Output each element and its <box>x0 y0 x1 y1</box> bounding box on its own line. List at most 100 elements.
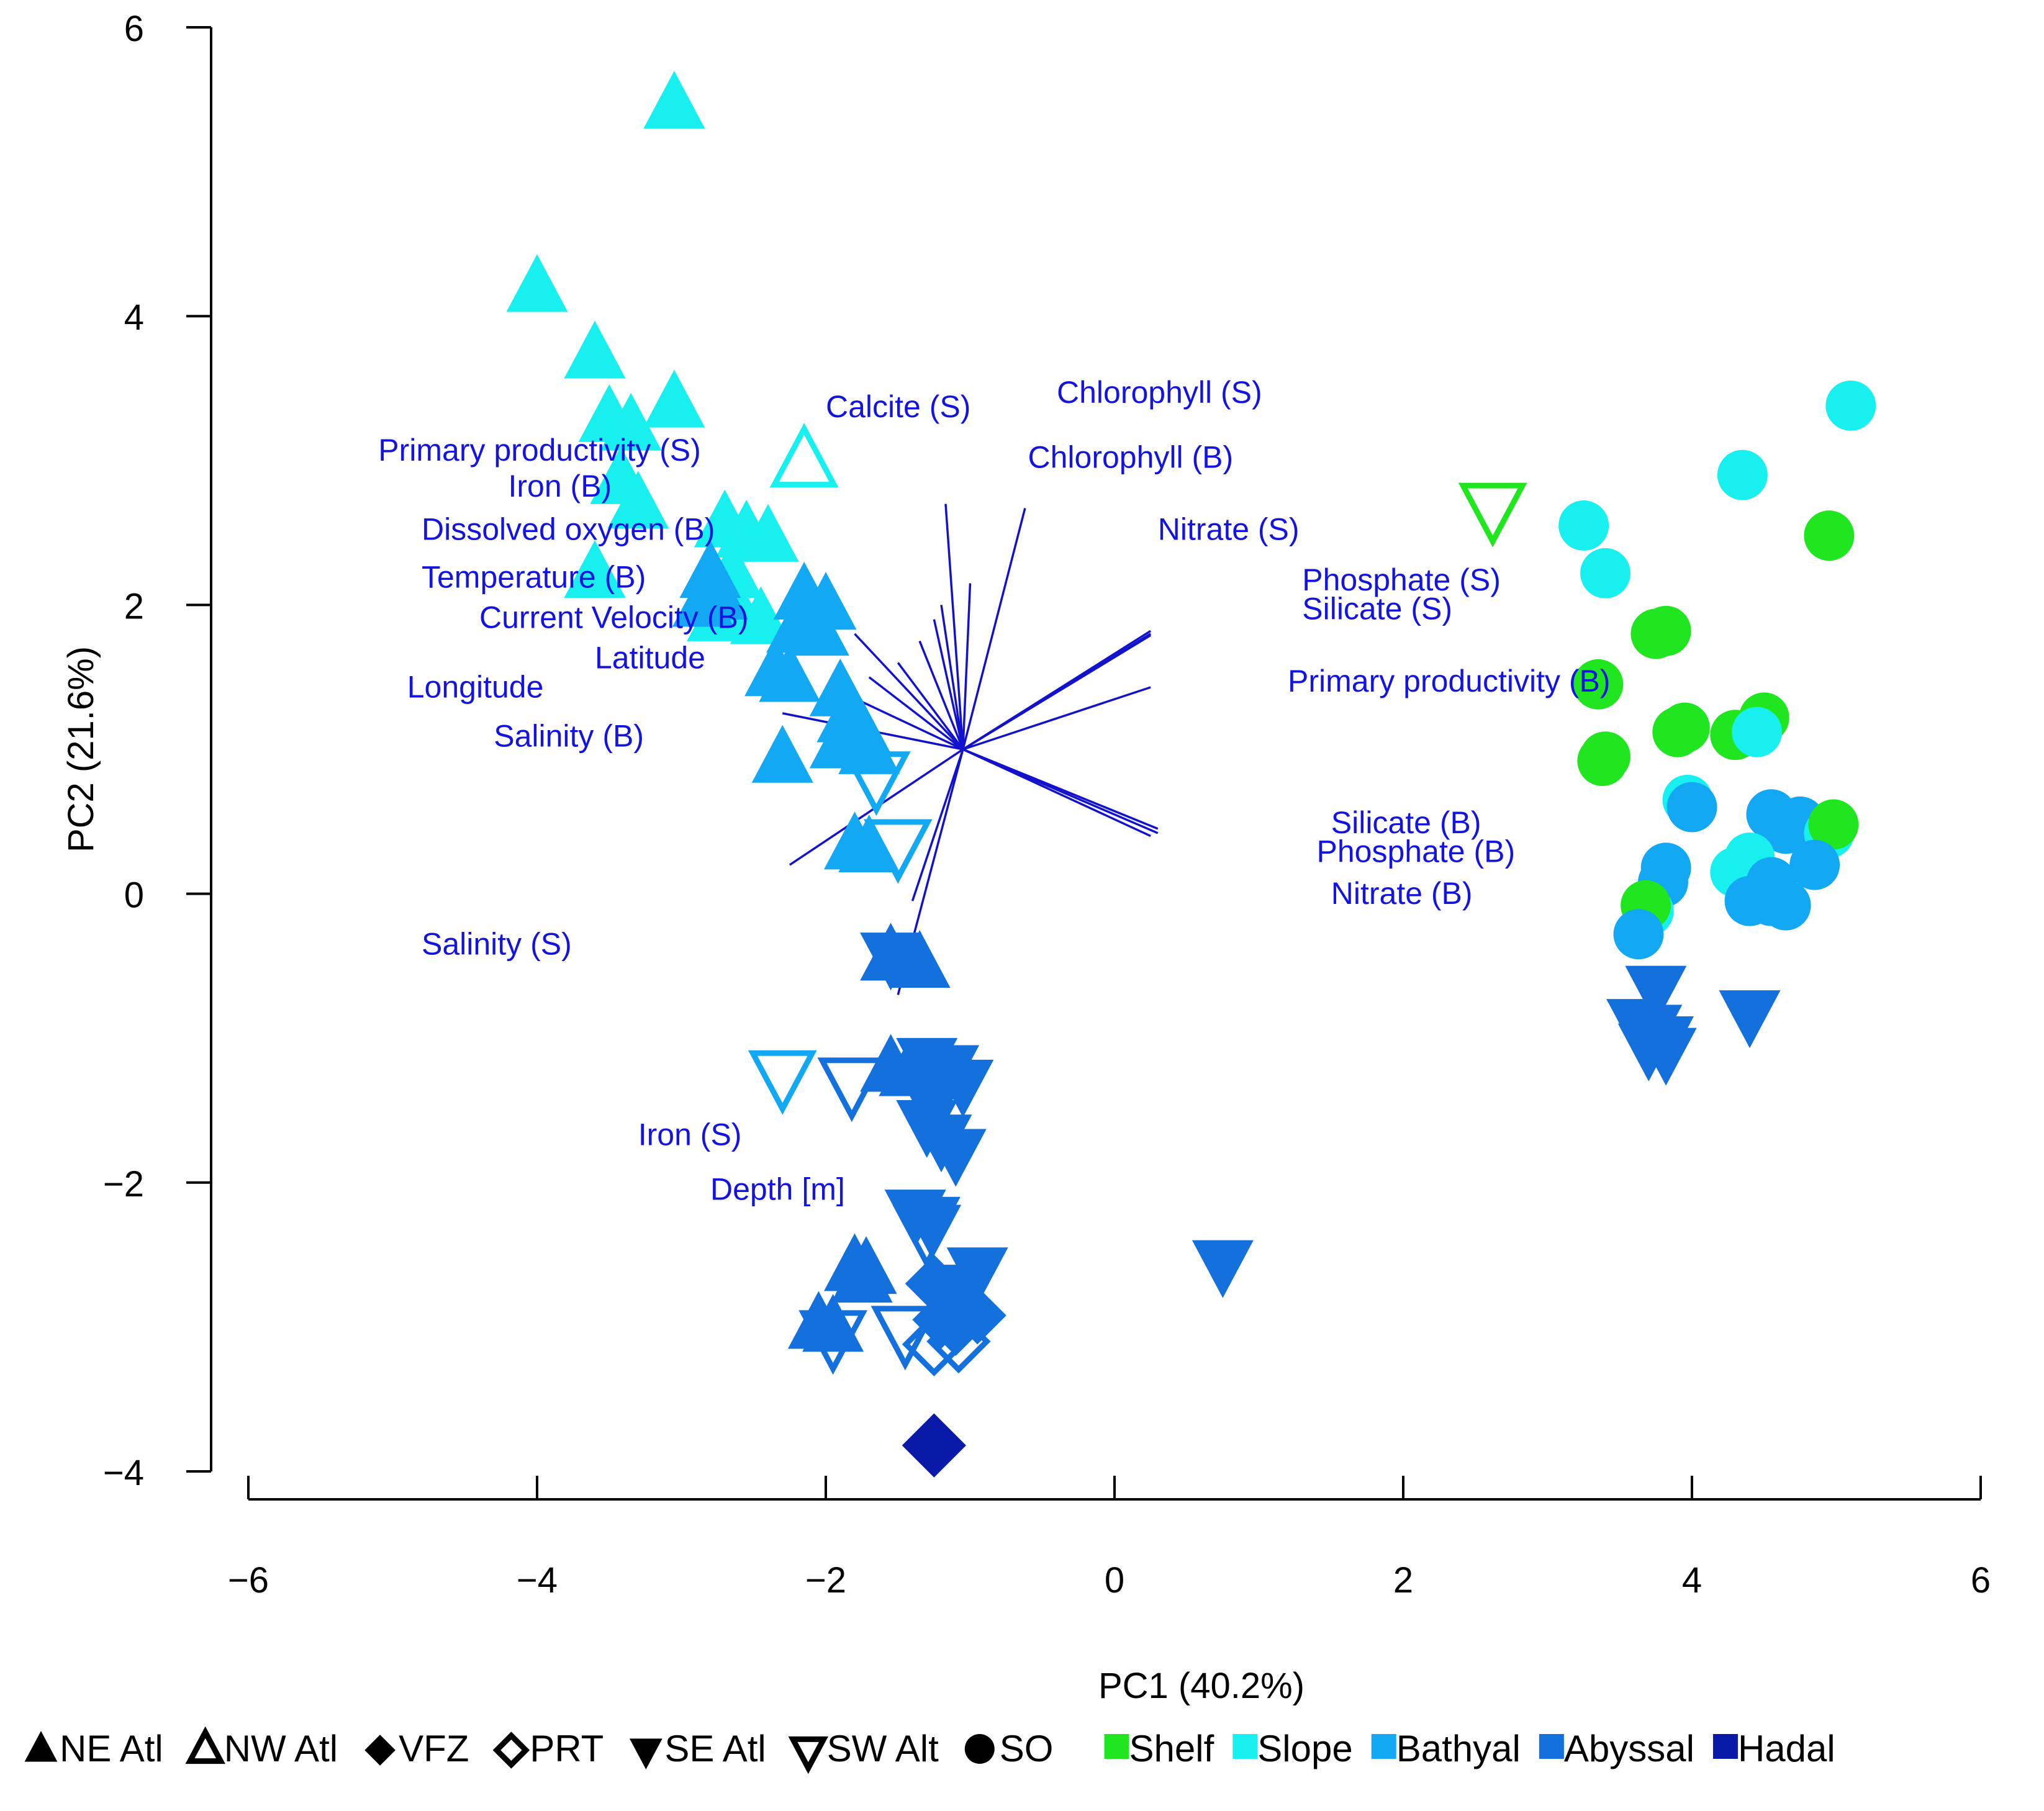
x-tick-label: 0 <box>1105 1560 1124 1601</box>
legend-label-shelf: Shelf <box>1129 1728 1214 1769</box>
vector-label-primary-productivity-b: Primary productivity (B) <box>1288 664 1611 698</box>
legend-label-abyssal: Abyssal <box>1564 1728 1694 1769</box>
point-se-atl-abyssal <box>1192 1240 1254 1298</box>
vector-current-velocity-b <box>854 633 964 751</box>
vector-label-salinity-s: Salinity (S) <box>422 926 572 961</box>
point-ne-atl-slope <box>506 254 568 312</box>
point-se-atl-abyssal <box>860 933 922 991</box>
vector-label-latitude: Latitude <box>595 641 705 675</box>
point-sw-alt-abyssal <box>871 1306 940 1371</box>
point-ne-atl-slope <box>643 369 705 428</box>
point-prt-hadal <box>902 1413 966 1478</box>
point-so-slope <box>1717 449 1768 500</box>
y-tick-label: 6 <box>124 9 144 49</box>
vector-label-salinity-b: Salinity (B) <box>494 718 644 753</box>
legend-item-so: SO <box>964 1728 1053 1769</box>
legend-label-se-atl: SE Atl <box>664 1728 766 1769</box>
legend-label-slope: Slope <box>1257 1728 1352 1769</box>
vector-label-nitrate-b: Nitrate (B) <box>1331 876 1473 911</box>
legend-zone-abyssal: Abyssal <box>1539 1728 1694 1769</box>
point-sw-alt-abyssal <box>798 1310 867 1375</box>
point-ne-atl-slope <box>607 471 669 529</box>
point-ne-atl-bathyal <box>759 644 821 702</box>
vector-label-longitude: Longitude <box>407 669 544 704</box>
vector-nitrate-b <box>962 748 1151 838</box>
vector-temperature-b <box>897 662 964 751</box>
legend-zone-slope: Slope <box>1232 1728 1353 1769</box>
point-ne-atl-bathyal <box>838 814 900 872</box>
point-so-slope <box>1558 500 1609 551</box>
vector-latitude <box>868 676 964 751</box>
point-so-slope <box>1732 707 1783 757</box>
legend-item-nw-atl: NW Atl <box>185 1726 338 1769</box>
data-points <box>506 71 1876 1478</box>
vector-label-phosphate-b: Phosphate (B) <box>1317 834 1516 869</box>
legend-swatch-hadal <box>1712 1734 1738 1759</box>
vector-silicate-s <box>962 634 1152 751</box>
legend-marker-prt <box>492 1732 530 1769</box>
vector-label-depth-m: Depth [m] <box>710 1172 845 1207</box>
vector-label-temperature-b: Temperature (B) <box>422 559 646 594</box>
point-so-bathyal <box>1760 880 1811 931</box>
legend-zone-bathyal: Bathyal <box>1371 1728 1521 1769</box>
legend-marker-se-atl <box>629 1738 662 1769</box>
point-se-atl-abyssal <box>1635 1027 1697 1086</box>
vector-label-chlorophyll-s: Chlorophyll (S) <box>1057 375 1262 410</box>
vector-label-nitrate-s: Nitrate (S) <box>1158 512 1300 547</box>
legend-label-sw-alt: SW Alt <box>827 1728 939 1769</box>
point-so-shelf <box>1659 702 1710 753</box>
point-sw-alt-abyssal <box>892 1204 962 1270</box>
legend-label-prt: PRT <box>530 1728 604 1769</box>
point-se-atl-abyssal <box>1719 990 1781 1049</box>
y-axis-title: PC2 (21.6%) <box>61 646 101 852</box>
legend-marker-ne-atl <box>24 1731 58 1762</box>
legend-label-ne-atl: NE Atl <box>60 1728 163 1769</box>
legend-zone-hadal: Hadal <box>1712 1728 1835 1769</box>
vector-chlorophyll-b <box>962 583 972 750</box>
point-so-shelf <box>1640 605 1691 656</box>
legend-item-vfz: VFZ <box>364 1728 469 1769</box>
point-ne-atl-bathyal <box>838 716 900 774</box>
vector-label-calcite-s: Calcite (S) <box>826 389 970 424</box>
point-so-shelf <box>1577 736 1628 787</box>
point-so-slope <box>1825 380 1876 431</box>
legend-item-sw-alt: SW Alt <box>788 1728 939 1774</box>
vector-label-iron-b: Iron (B) <box>509 469 612 504</box>
y-tick-label: −2 <box>103 1164 144 1204</box>
point-prt-abyssal <box>926 1309 991 1374</box>
point-so-bathyal <box>1789 839 1840 890</box>
legend-label-nw-atl: NW Atl <box>224 1728 338 1769</box>
vector-depth-m <box>911 749 964 901</box>
y-tick-label: 4 <box>124 297 144 338</box>
vector-label-dissolved-oxygen-b: Dissolved oxygen (B) <box>422 512 715 547</box>
point-ne-atl-slope <box>643 71 705 129</box>
x-tick-label: 2 <box>1393 1560 1413 1601</box>
legend-item-se-atl: SE Atl <box>629 1728 766 1769</box>
point-so-bathyal <box>1613 909 1664 960</box>
point-nw-atl-slope <box>769 423 839 488</box>
vector-label-chlorophyll-b: Chlorophyll (B) <box>1028 440 1234 474</box>
x-tick-label: −6 <box>228 1560 269 1601</box>
vector-primary-productivity-s <box>933 619 964 750</box>
vector-label-silicate-b: Silicate (B) <box>1331 805 1481 840</box>
point-ne-atl-slope <box>737 504 799 562</box>
legend-marker-so <box>964 1734 995 1764</box>
vector-chlorophyll-s <box>962 508 1026 750</box>
point-prt-abyssal <box>902 1312 966 1376</box>
point-sw-alt-bathyal <box>842 751 911 816</box>
point-ne-atl-abyssal <box>831 1245 893 1303</box>
vector-label-silicate-s: Silicate (S) <box>1302 592 1452 626</box>
legend-zone-shelf: Shelf <box>1104 1728 1214 1769</box>
legend-label-hadal: Hadal <box>1738 1728 1835 1769</box>
point-so-shelf <box>1573 659 1624 710</box>
legend-label-bathyal: Bathyal <box>1396 1728 1521 1769</box>
legend-marker-nw-atl <box>185 1726 225 1764</box>
legend-marker-sw-alt <box>788 1736 828 1774</box>
vector-label-primary-productivity-s: Primary productivity (S) <box>378 433 701 467</box>
point-sw-alt-abyssal <box>817 1057 887 1122</box>
x-tick-label: −2 <box>805 1560 846 1601</box>
y-tick-label: 0 <box>124 875 144 916</box>
legend: NE Atl NW Atl VFZ PRT SE Atl SW Alt SO Shelf Slo… <box>24 1726 1835 1774</box>
x-tick-label: 6 <box>1971 1560 1991 1601</box>
